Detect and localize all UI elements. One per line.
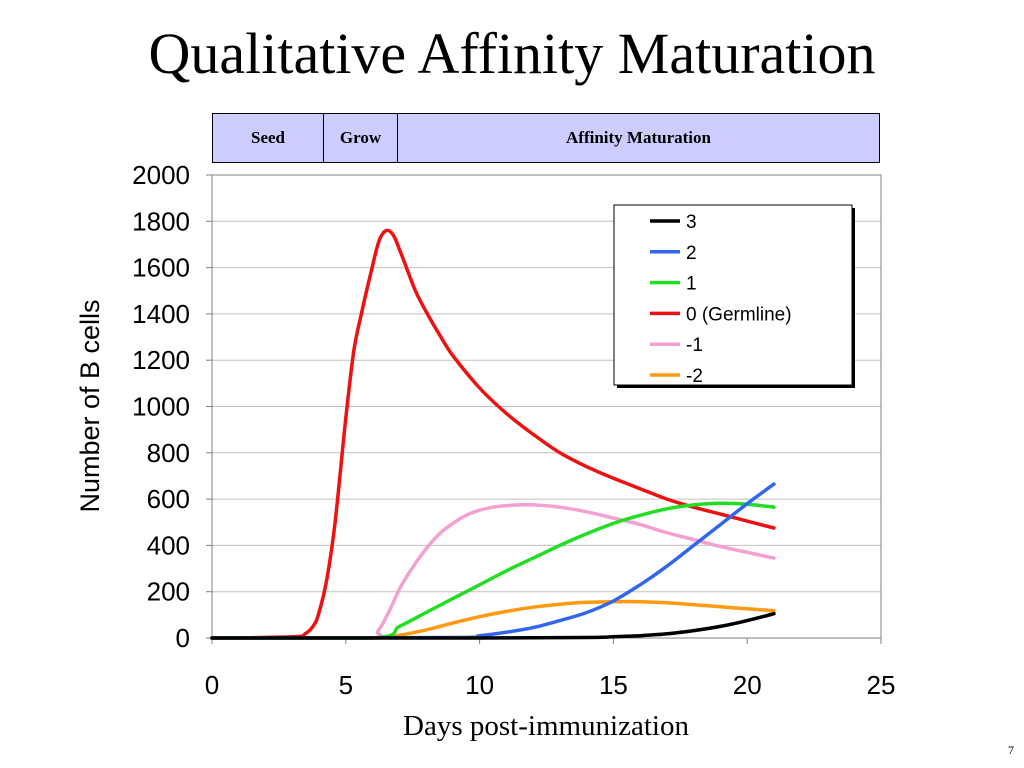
y-tick-label: 0: [176, 623, 190, 653]
x-tick-label: 0: [205, 670, 219, 700]
series-line: [210, 501, 776, 640]
x-axis-label: Days post-immunization: [403, 710, 689, 742]
axes: 0 200 400 600 800 1000 1200 1400 1600 1800 2000 0 5 1…: [132, 160, 895, 700]
legend-label: 2: [686, 243, 697, 264]
y-tick-label: 200: [147, 577, 190, 607]
legend-label: -1: [686, 335, 703, 356]
series-line: [210, 599, 776, 640]
y-tick-label: 1800: [132, 206, 190, 236]
x-tick-label: 10: [465, 670, 494, 700]
series: [210, 228, 776, 640]
y-tick-label: 1200: [132, 345, 190, 375]
y-tick-label: 400: [147, 530, 190, 560]
y-tick-label: 600: [147, 484, 190, 514]
legend: 3 2 1 0 (Germline) -1 -2: [613, 204, 855, 388]
phase-bar: Seed Grow Affinity Maturation: [212, 113, 880, 163]
y-tick-label: 2000: [132, 160, 190, 190]
series-line: [210, 502, 776, 640]
x-tick-label: 25: [867, 670, 896, 700]
legend-label: 3: [686, 212, 697, 233]
legend-label: 0 (Germline): [686, 304, 792, 325]
y-tick-label: 1600: [132, 253, 190, 283]
x-tick-label: 15: [599, 670, 628, 700]
series-line: [210, 611, 776, 640]
x-tick-label: 5: [339, 670, 353, 700]
slide-number: 7: [1008, 743, 1014, 757]
series-line: [210, 228, 776, 640]
x-tick-label: 20: [733, 670, 762, 700]
y-tick-label: 800: [147, 438, 190, 468]
y-tick-label: 1400: [132, 299, 190, 329]
legend-box: [613, 204, 853, 386]
y-axis-label: Number of B cells: [75, 299, 105, 512]
phase-grow: Grow: [324, 114, 398, 162]
slide-title: Qualitative Affinity Maturation: [148, 21, 876, 86]
phase-affinity-maturation: Affinity Maturation: [566, 128, 711, 147]
y-tick-label: 1000: [132, 392, 190, 422]
legend-label: -2: [686, 366, 703, 387]
legend-label: 1: [686, 274, 697, 295]
phase-seed: Seed: [213, 114, 324, 162]
